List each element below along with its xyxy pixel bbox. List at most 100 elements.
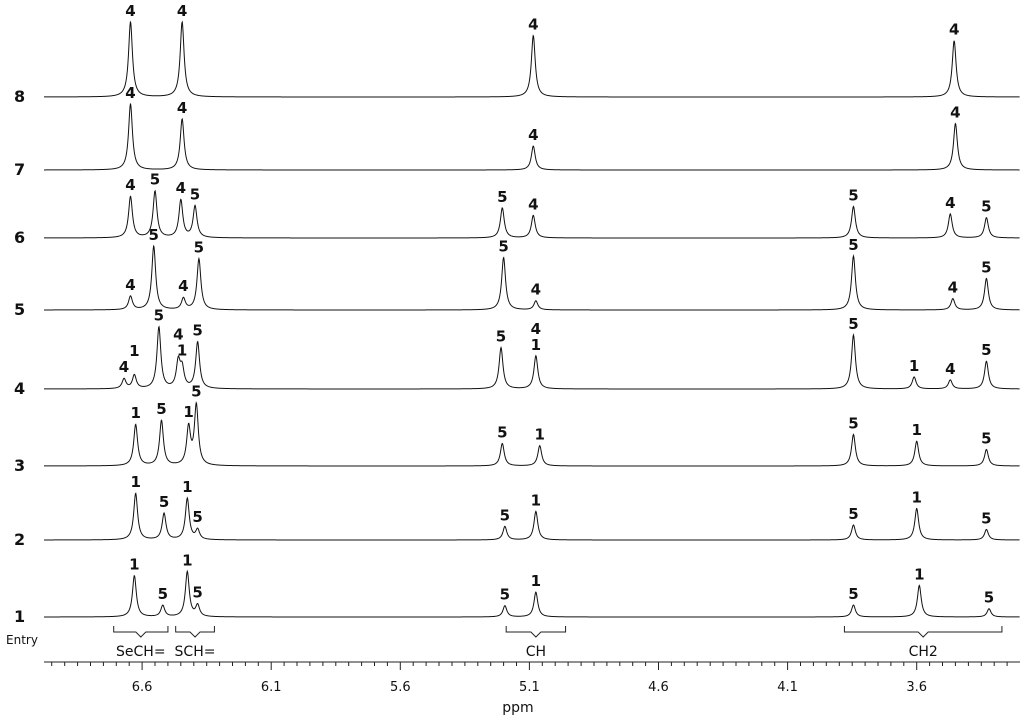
region-bracket bbox=[505, 626, 567, 638]
peak-label: 5 bbox=[192, 584, 202, 602]
peak-label: 5 bbox=[848, 585, 858, 603]
peak-label: 5 bbox=[981, 430, 991, 448]
entry-label: 3 bbox=[14, 456, 25, 475]
spectrum-trace-entry-7 bbox=[44, 102, 1020, 171]
peak-label: 5 bbox=[192, 322, 202, 340]
peak-label: 4 bbox=[949, 21, 959, 39]
peak-label: 5 bbox=[848, 236, 858, 254]
x-axis-tick-label: 4.1 bbox=[777, 680, 798, 695]
spectrum-trace-entry-1 bbox=[44, 569, 1020, 618]
peak-label: 4 bbox=[950, 104, 960, 122]
peak-label: 5 bbox=[194, 239, 204, 257]
peak-label: 1 bbox=[911, 421, 921, 439]
peak-label: 1 bbox=[130, 473, 140, 491]
region-brackets-group: SeCH= SCH= CH CH2 bbox=[113, 626, 1003, 660]
peak-label: 1 bbox=[911, 489, 921, 507]
peak-label: 5 bbox=[148, 226, 158, 244]
peak-label: 5 bbox=[848, 187, 858, 205]
peak-label: 5 bbox=[191, 383, 201, 401]
x-axis-tick-label: 6.1 bbox=[261, 680, 282, 695]
entry-axis-label: Entry bbox=[6, 633, 38, 647]
peak-label: 1 bbox=[534, 426, 544, 444]
peak-label: 5 bbox=[496, 328, 506, 346]
entry-label: 6 bbox=[14, 228, 25, 247]
peak-label: 5 bbox=[190, 185, 200, 203]
peak-label: 4 bbox=[528, 126, 538, 144]
peak-label: 4 bbox=[125, 2, 135, 20]
entry-label: 1 bbox=[14, 607, 25, 626]
peak-label: 5 bbox=[848, 505, 858, 523]
peak-label: 4 bbox=[125, 276, 135, 294]
peak-label: 1 bbox=[129, 556, 139, 574]
peak-label: 1 bbox=[129, 342, 139, 360]
region-label: CH bbox=[526, 644, 546, 660]
peak-label: 4 bbox=[125, 176, 135, 194]
entry-labels-group: 1 2 3 4 5 6 7 8 bbox=[14, 87, 25, 626]
peak-label: 5 bbox=[498, 237, 508, 255]
entry-label: 2 bbox=[14, 530, 25, 549]
spectrum-trace-entry-5 bbox=[44, 244, 1020, 311]
peak-label: 5 bbox=[984, 589, 994, 607]
peak-label: 5 bbox=[150, 171, 160, 189]
entry-label: 7 bbox=[14, 160, 25, 179]
region-bracket bbox=[175, 626, 215, 638]
peak-label: 5 bbox=[848, 315, 858, 333]
peak-label: 4 bbox=[528, 195, 538, 213]
peak-label: 4 bbox=[176, 179, 186, 197]
spectrum-trace-entry-4 bbox=[44, 325, 1020, 390]
spectrum-trace-entry-2 bbox=[44, 492, 1020, 541]
peak-label: 5 bbox=[192, 508, 202, 526]
spectra-group bbox=[44, 20, 1020, 618]
peak-label: 4 bbox=[177, 99, 187, 117]
peak-label: 4 bbox=[945, 194, 955, 212]
peak-label: 1 bbox=[914, 566, 924, 584]
region-bracket bbox=[843, 626, 1003, 638]
peak-label: 4 bbox=[173, 326, 183, 344]
peak-label: 4 bbox=[119, 358, 129, 376]
region-label: SeCH= bbox=[116, 644, 166, 660]
region-label: SCH= bbox=[175, 644, 216, 660]
peak-label: 5 bbox=[159, 493, 169, 511]
peak-label: 5 bbox=[500, 506, 510, 524]
peak-label: 4 bbox=[178, 277, 188, 295]
peak-label: 5 bbox=[500, 586, 510, 604]
entry-label: 5 bbox=[14, 300, 25, 319]
peak-label: 4 bbox=[948, 279, 958, 297]
region-label: CH2 bbox=[909, 644, 938, 660]
peak-label: 4 bbox=[125, 84, 135, 102]
peak-label: 4 bbox=[945, 360, 955, 378]
peak-label: 5 bbox=[981, 198, 991, 216]
spectrum-trace-entry-6 bbox=[44, 189, 1020, 239]
x-axis-ticks-group: 6.6 6.1 5.6 5.1 4.6 4.1 3.6 bbox=[51, 662, 1008, 695]
peak-label: 1 bbox=[531, 491, 541, 509]
peak-label: 4 bbox=[531, 320, 541, 338]
peak-label: 5 bbox=[981, 258, 991, 276]
peak-label: 5 bbox=[981, 510, 991, 528]
peak-label: 5 bbox=[497, 423, 507, 441]
peak-label: 5 bbox=[497, 188, 507, 206]
peak-label: 5 bbox=[981, 341, 991, 359]
region-bracket bbox=[113, 626, 169, 638]
peak-label: 1 bbox=[182, 478, 192, 496]
peak-label: 5 bbox=[156, 400, 166, 418]
x-axis-tick-label: 5.6 bbox=[390, 680, 411, 695]
x-axis-tick-label: 4.6 bbox=[648, 680, 669, 695]
peak-label: 4 bbox=[177, 2, 187, 20]
peak-label: 1 bbox=[909, 357, 919, 375]
peak-label: 1 bbox=[182, 551, 192, 569]
peak-label: 1 bbox=[177, 342, 187, 360]
peak-label: 5 bbox=[154, 307, 164, 325]
peak-label: 4 bbox=[531, 281, 541, 299]
peak-label: 1 bbox=[130, 404, 140, 422]
entry-label: 4 bbox=[14, 379, 25, 398]
peak-label: 5 bbox=[158, 585, 168, 603]
peak-label: 4 bbox=[528, 16, 538, 34]
spectrum-trace-entry-8 bbox=[44, 20, 1020, 98]
peak-label: 5 bbox=[848, 415, 858, 433]
x-axis-title: ppm bbox=[502, 700, 533, 716]
spectrum-trace-entry-3 bbox=[44, 401, 1020, 467]
peak-label: 1 bbox=[531, 572, 541, 590]
x-axis-tick-label: 6.6 bbox=[132, 680, 153, 695]
